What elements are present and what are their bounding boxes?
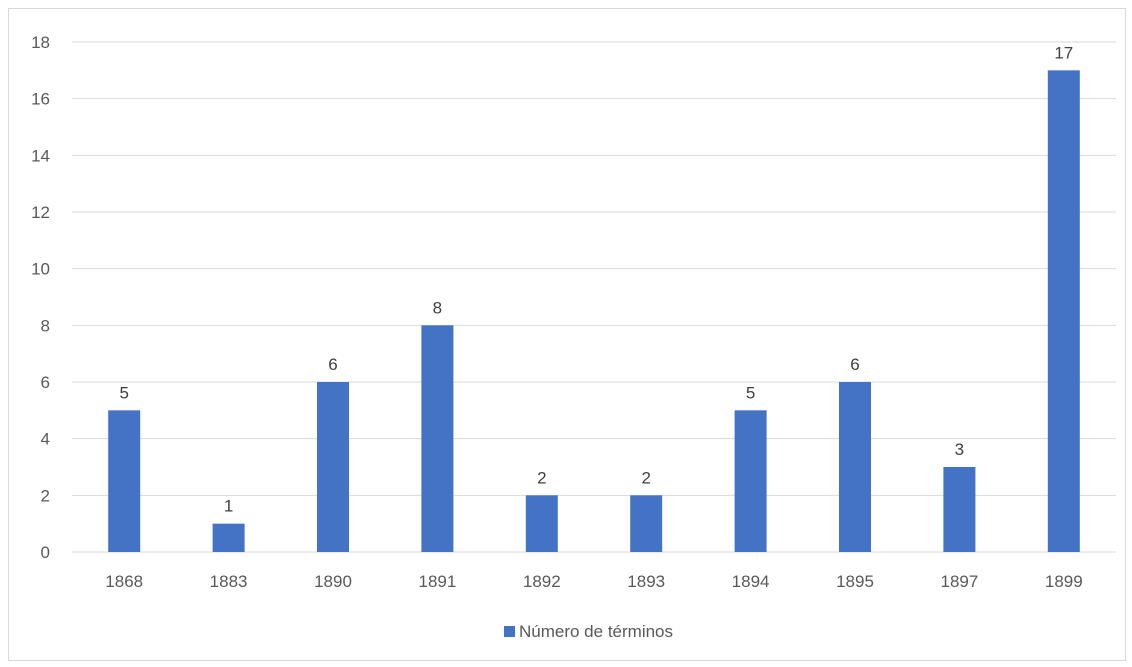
x-tick-label: 1897: [940, 572, 978, 591]
data-label: 5: [746, 383, 755, 402]
y-tick-label: 0: [41, 543, 50, 562]
bar: [630, 495, 663, 552]
y-tick-label: 14: [31, 146, 50, 165]
data-labels: 5 1 6 8 2 2 5 6 3 17: [119, 43, 1073, 515]
bar: [1047, 70, 1080, 552]
data-label: 2: [641, 468, 650, 487]
legend: Número de términos: [504, 622, 673, 641]
x-tick-label: 1891: [418, 572, 456, 591]
y-tick-label: 12: [31, 203, 50, 222]
x-axis-tick-labels: 1868 1883 1890 1891 1892 1893 1894 1895 1897 1899: [105, 572, 1082, 591]
gridlines: [72, 41, 1116, 553]
y-tick-label: 18: [31, 33, 50, 52]
x-tick-label: 1899: [1045, 572, 1083, 591]
data-label: 1: [224, 497, 233, 516]
data-label: 17: [1054, 43, 1073, 62]
bar: [525, 495, 558, 552]
x-tick-label: 1883: [210, 572, 248, 591]
x-tick-label: 1894: [732, 572, 770, 591]
bars: [108, 70, 1080, 552]
y-tick-label: 10: [31, 260, 50, 279]
data-label: 5: [119, 383, 128, 402]
bar: [421, 325, 454, 552]
y-tick-label: 4: [41, 430, 50, 449]
bar: [317, 382, 349, 552]
bar: [839, 382, 871, 552]
x-tick-label: 1895: [836, 572, 874, 591]
x-tick-label: 1892: [523, 572, 561, 591]
data-label: 6: [328, 355, 337, 374]
y-axis-tick-labels: 0 2 4 6 8 10 12 14 16 18: [31, 33, 50, 562]
data-label: 2: [537, 468, 546, 487]
data-label: 6: [850, 355, 859, 374]
data-label: 3: [955, 440, 964, 459]
data-label: 8: [433, 298, 442, 317]
bar: [943, 467, 976, 552]
x-tick-label: 1890: [314, 572, 352, 591]
y-tick-label: 2: [41, 486, 50, 505]
y-tick-label: 8: [41, 316, 50, 335]
legend-swatch: [504, 626, 515, 637]
bar: [212, 523, 245, 552]
x-tick-label: 1893: [627, 572, 665, 591]
y-tick-label: 16: [31, 90, 50, 109]
bar: [734, 410, 767, 552]
bar: [108, 410, 141, 552]
y-tick-label: 6: [41, 373, 50, 392]
legend-label: Número de términos: [519, 622, 673, 641]
x-tick-label: 1868: [105, 572, 143, 591]
